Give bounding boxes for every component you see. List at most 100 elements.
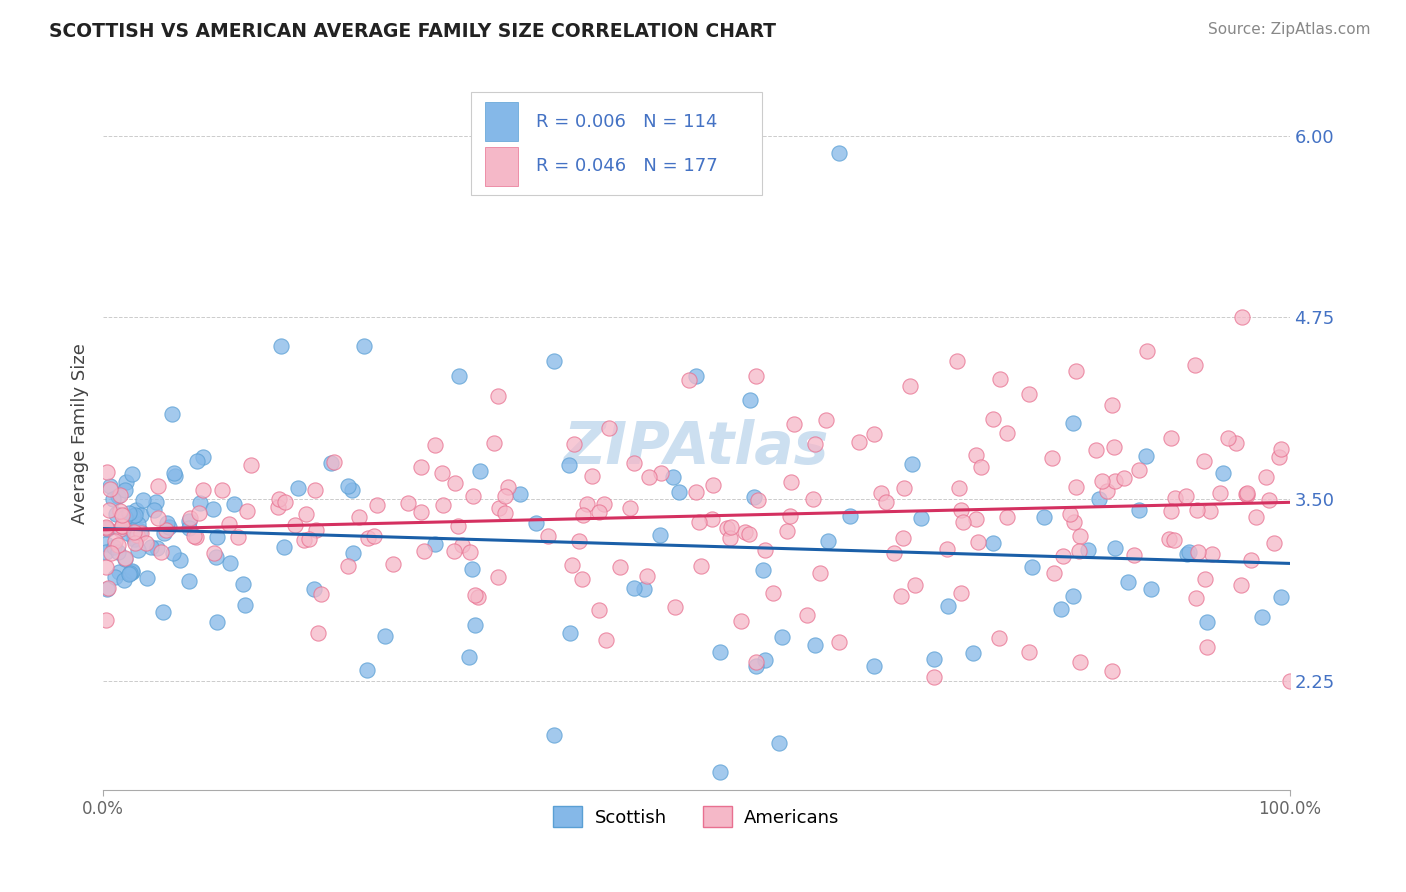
Point — [96, 465, 118, 479]
Point — [981, 412, 1004, 426]
Point — [124, 508, 146, 523]
Point — [808, 566, 831, 581]
Point — [117, 526, 139, 541]
Point — [650, 527, 672, 541]
Point — [1101, 398, 1123, 412]
Point — [1018, 387, 1040, 401]
Point — [432, 498, 454, 512]
Point — [127, 543, 149, 558]
Point — [108, 488, 131, 502]
Point — [537, 529, 560, 543]
Point — [1184, 359, 1206, 373]
Point — [107, 545, 129, 559]
Point — [115, 475, 138, 489]
Point — [94, 520, 117, 534]
Point — [486, 389, 509, 403]
Point — [201, 501, 224, 516]
Point — [661, 470, 683, 484]
Point — [125, 502, 148, 516]
Point — [156, 516, 179, 531]
Point — [962, 646, 984, 660]
Point — [460, 562, 482, 576]
Point — [114, 510, 136, 524]
Point — [191, 450, 214, 464]
Point — [768, 736, 790, 750]
Point — [922, 652, 945, 666]
Point — [689, 558, 711, 573]
Point — [366, 498, 388, 512]
Point — [783, 417, 806, 431]
Point — [702, 477, 724, 491]
Point — [817, 534, 839, 549]
Point — [94, 545, 117, 559]
Point — [754, 543, 776, 558]
Point — [235, 598, 257, 612]
Point — [779, 509, 801, 524]
Point — [804, 638, 827, 652]
Point — [153, 526, 176, 541]
Point — [218, 517, 240, 532]
Point — [132, 492, 155, 507]
Point — [121, 467, 143, 482]
Point — [1230, 578, 1253, 592]
Point — [444, 476, 467, 491]
Point — [1062, 589, 1084, 603]
Point — [187, 506, 209, 520]
Point — [1236, 488, 1258, 502]
Point — [561, 558, 583, 572]
Point — [737, 526, 759, 541]
Point — [179, 511, 201, 525]
Point — [457, 649, 479, 664]
Point — [1246, 509, 1268, 524]
Point — [967, 535, 990, 549]
Point — [738, 393, 761, 408]
Point — [742, 491, 765, 505]
Point — [1218, 431, 1240, 445]
Point — [558, 458, 581, 472]
Point — [796, 607, 818, 622]
Point — [443, 544, 465, 558]
Point — [94, 521, 117, 535]
Point — [297, 532, 319, 546]
Point — [205, 530, 228, 544]
Point — [716, 521, 738, 535]
Point — [309, 587, 332, 601]
Point — [910, 510, 932, 524]
Point — [103, 570, 125, 584]
Point — [152, 605, 174, 619]
Point — [1052, 549, 1074, 563]
Point — [1049, 602, 1071, 616]
Point — [111, 519, 134, 533]
Point — [467, 590, 489, 604]
Point — [636, 569, 658, 583]
Point — [595, 633, 617, 648]
Point — [179, 521, 201, 535]
Point — [1087, 491, 1109, 506]
Point — [211, 483, 233, 498]
Point — [1234, 487, 1257, 501]
Point — [1250, 610, 1272, 624]
Point — [307, 625, 329, 640]
Point — [186, 531, 208, 545]
Point — [464, 618, 486, 632]
Point — [146, 511, 169, 525]
Point — [347, 509, 370, 524]
Point — [744, 368, 766, 383]
Point — [1021, 559, 1043, 574]
Point — [576, 497, 599, 511]
Point — [948, 481, 970, 495]
Point — [761, 586, 783, 600]
Point — [488, 501, 510, 516]
Point — [110, 522, 132, 536]
Point — [1240, 553, 1263, 567]
Point — [890, 589, 912, 603]
Point — [322, 455, 344, 469]
Point — [96, 536, 118, 550]
Point — [96, 582, 118, 596]
Point — [287, 481, 309, 495]
Point — [904, 578, 927, 592]
Point — [623, 582, 645, 596]
Point — [494, 489, 516, 503]
Point — [1043, 566, 1066, 581]
Point — [814, 413, 837, 427]
